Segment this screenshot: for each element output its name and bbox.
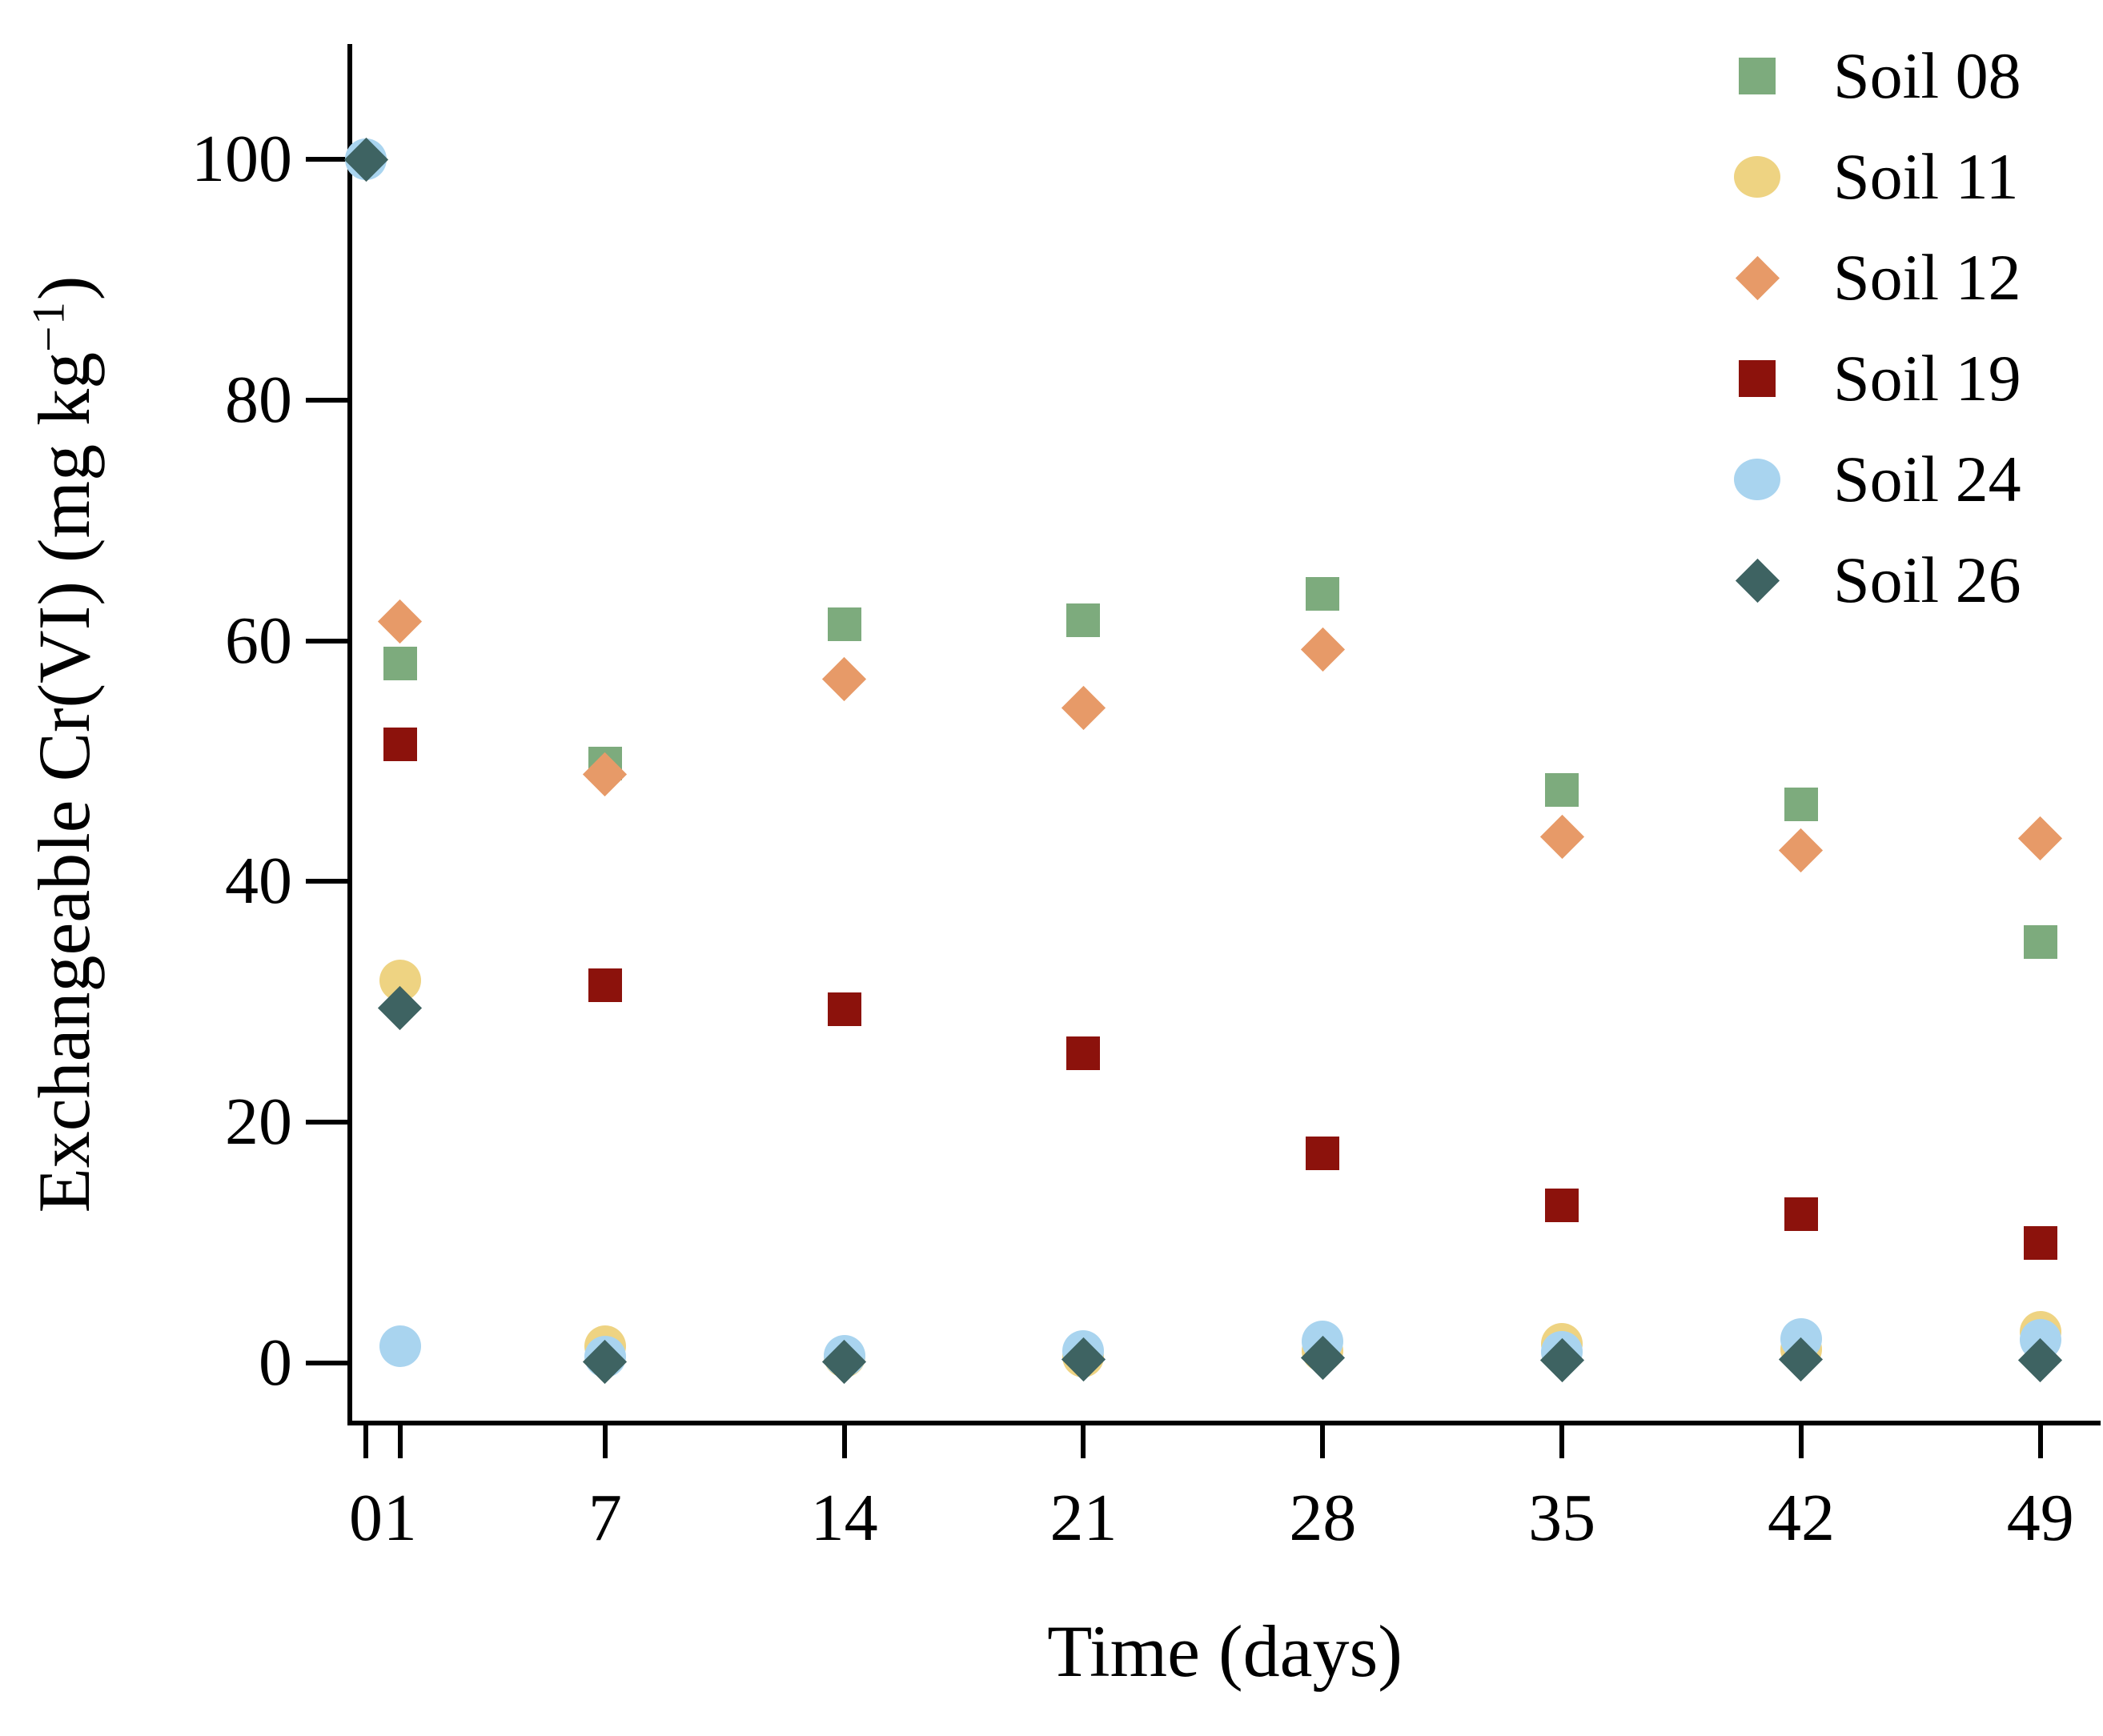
x-axis-line <box>347 1421 2101 1425</box>
legend-entry: Soil 19 <box>0 339 2103 419</box>
legend-entry: Soil 26 <box>0 540 2103 620</box>
y-tick <box>306 1120 350 1125</box>
legend-marker-square-icon <box>1739 58 1776 94</box>
y-tick <box>306 1361 350 1365</box>
x-tick <box>363 1423 368 1458</box>
legend-label: Soil 24 <box>1833 443 2021 515</box>
x-tick-label: 7 <box>588 1481 622 1555</box>
legend-marker-circle-icon <box>1734 156 1780 198</box>
data-point <box>588 968 622 1002</box>
x-tick <box>602 1423 608 1458</box>
data-point <box>1545 773 1579 808</box>
data-point <box>1539 815 1584 860</box>
x-tick-label: 21 <box>1049 1481 1118 1555</box>
data-point <box>2023 1225 2057 1260</box>
x-tick <box>2037 1423 2043 1458</box>
y-tick <box>306 638 350 643</box>
x-tick-label: 35 <box>1528 1481 1596 1555</box>
legend-marker-diamond-icon <box>1735 255 1780 300</box>
data-point <box>383 647 417 681</box>
data-point <box>379 1325 421 1367</box>
data-point <box>1066 1036 1101 1071</box>
data-point <box>827 992 861 1026</box>
data-point <box>1784 1197 1818 1231</box>
y-tick-label: 0 <box>259 1325 292 1400</box>
data-point <box>1779 828 1824 872</box>
y-tick-label: 100 <box>191 122 292 196</box>
legend-entry: Soil 12 <box>0 238 2103 318</box>
data-point <box>1545 1188 1579 1222</box>
x-tick-label: 0 <box>349 1481 383 1555</box>
x-tick <box>397 1423 403 1458</box>
x-tick-label: 49 <box>2006 1481 2074 1555</box>
x-tick <box>1798 1423 1804 1458</box>
x-tick <box>841 1423 847 1458</box>
legend-marker-circle-icon <box>1734 459 1780 500</box>
y-tick <box>306 879 350 884</box>
legend-label: Soil 12 <box>1833 241 2021 314</box>
y-axis-line <box>347 44 352 1423</box>
y-axis-title-close: ) <box>23 275 105 301</box>
data-point <box>1066 603 1101 638</box>
legend-marker-diamond-icon <box>1735 558 1780 603</box>
x-tick <box>1081 1423 1086 1458</box>
legend-label: Soil 19 <box>1833 342 2021 415</box>
data-point <box>1061 686 1106 731</box>
legend-entry: Soil 08 <box>0 36 2103 116</box>
data-point <box>827 607 861 641</box>
data-point <box>1306 1137 1340 1171</box>
y-tick <box>306 157 350 162</box>
legend-entry: Soil 24 <box>0 439 2103 519</box>
data-point <box>2018 816 2063 860</box>
x-tick-label: 14 <box>810 1481 878 1555</box>
x-tick <box>1320 1423 1326 1458</box>
x-tick-label: 42 <box>1767 1481 1835 1555</box>
legend-marker-square-icon <box>1739 360 1776 397</box>
y-tick-label: 20 <box>225 1084 292 1160</box>
data-point <box>1306 576 1340 611</box>
y-axis-title-text: Exchangeable Cr(VI) (mg kg <box>23 351 105 1213</box>
data-point <box>383 727 417 761</box>
y-tick <box>306 397 350 403</box>
x-axis-title: Time (days) <box>1047 1610 1403 1692</box>
x-tick <box>1559 1423 1565 1458</box>
y-tick-label: 60 <box>225 603 292 678</box>
y-tick-label: 40 <box>225 844 292 919</box>
legend-label: Soil 26 <box>1833 543 2021 616</box>
x-tick-label: 1 <box>383 1481 417 1555</box>
legend-entry: Soil 11 <box>0 137 2103 217</box>
data-point <box>1784 788 1818 822</box>
data-point <box>822 657 867 702</box>
data-point <box>2023 924 2057 959</box>
x-tick-label: 28 <box>1289 1481 1357 1555</box>
legend-label: Soil 11 <box>1833 140 2019 213</box>
data-point <box>1300 627 1345 672</box>
legend-label: Soil 08 <box>1833 39 2021 112</box>
y-axis-title: Exchangeable Cr(VI) (mg kg−1) <box>22 276 106 1213</box>
y-axis-title-superscript: −1 <box>23 300 74 352</box>
y-tick-label: 80 <box>225 362 292 437</box>
